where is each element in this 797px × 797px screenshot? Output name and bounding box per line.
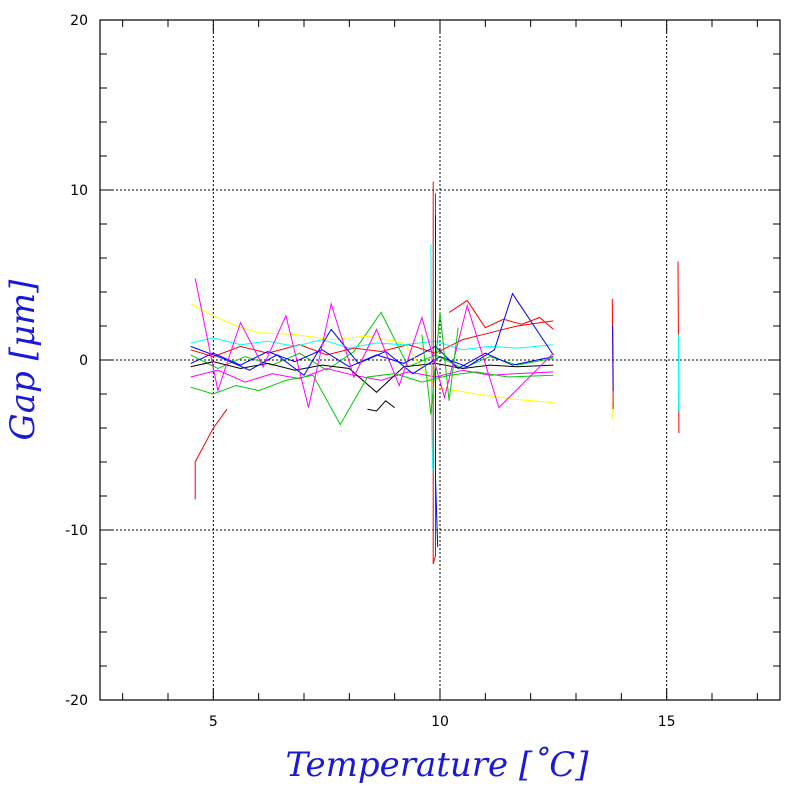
y-tick-label: 0 — [79, 353, 88, 369]
series-line — [190, 311, 554, 371]
axis-ticks — [100, 19, 780, 701]
x-tick-label: 15 — [658, 714, 676, 730]
series-line — [448, 299, 554, 330]
y-tick-label: 10 — [70, 183, 88, 199]
y-tick-label: 20 — [70, 13, 88, 29]
series-line — [612, 325, 614, 391]
series-line — [367, 400, 395, 412]
series-line — [190, 320, 554, 358]
y-tick-label: -10 — [65, 523, 88, 539]
series-line — [190, 371, 554, 426]
series-line — [611, 402, 613, 420]
series-line — [194, 278, 554, 409]
x-tick-label: 10 — [431, 714, 449, 730]
series-group — [190, 181, 680, 565]
y-axis-title: Gap [μm] — [3, 279, 43, 441]
series-line — [190, 345, 554, 370]
tick-labels: 5 10 15 -20 -10 0 10 20 — [65, 13, 675, 730]
series-line — [430, 244, 434, 471]
series-line — [190, 292, 554, 377]
x-axis-title: Temperature [˚C] — [285, 745, 589, 785]
series-line — [435, 215, 439, 548]
series-line — [190, 337, 554, 351]
y-tick-label: -20 — [65, 693, 88, 709]
grid — [100, 20, 780, 700]
series-line — [194, 409, 228, 500]
series-line — [190, 303, 554, 403]
x-tick-label: 5 — [209, 714, 218, 730]
series-line — [421, 312, 459, 415]
